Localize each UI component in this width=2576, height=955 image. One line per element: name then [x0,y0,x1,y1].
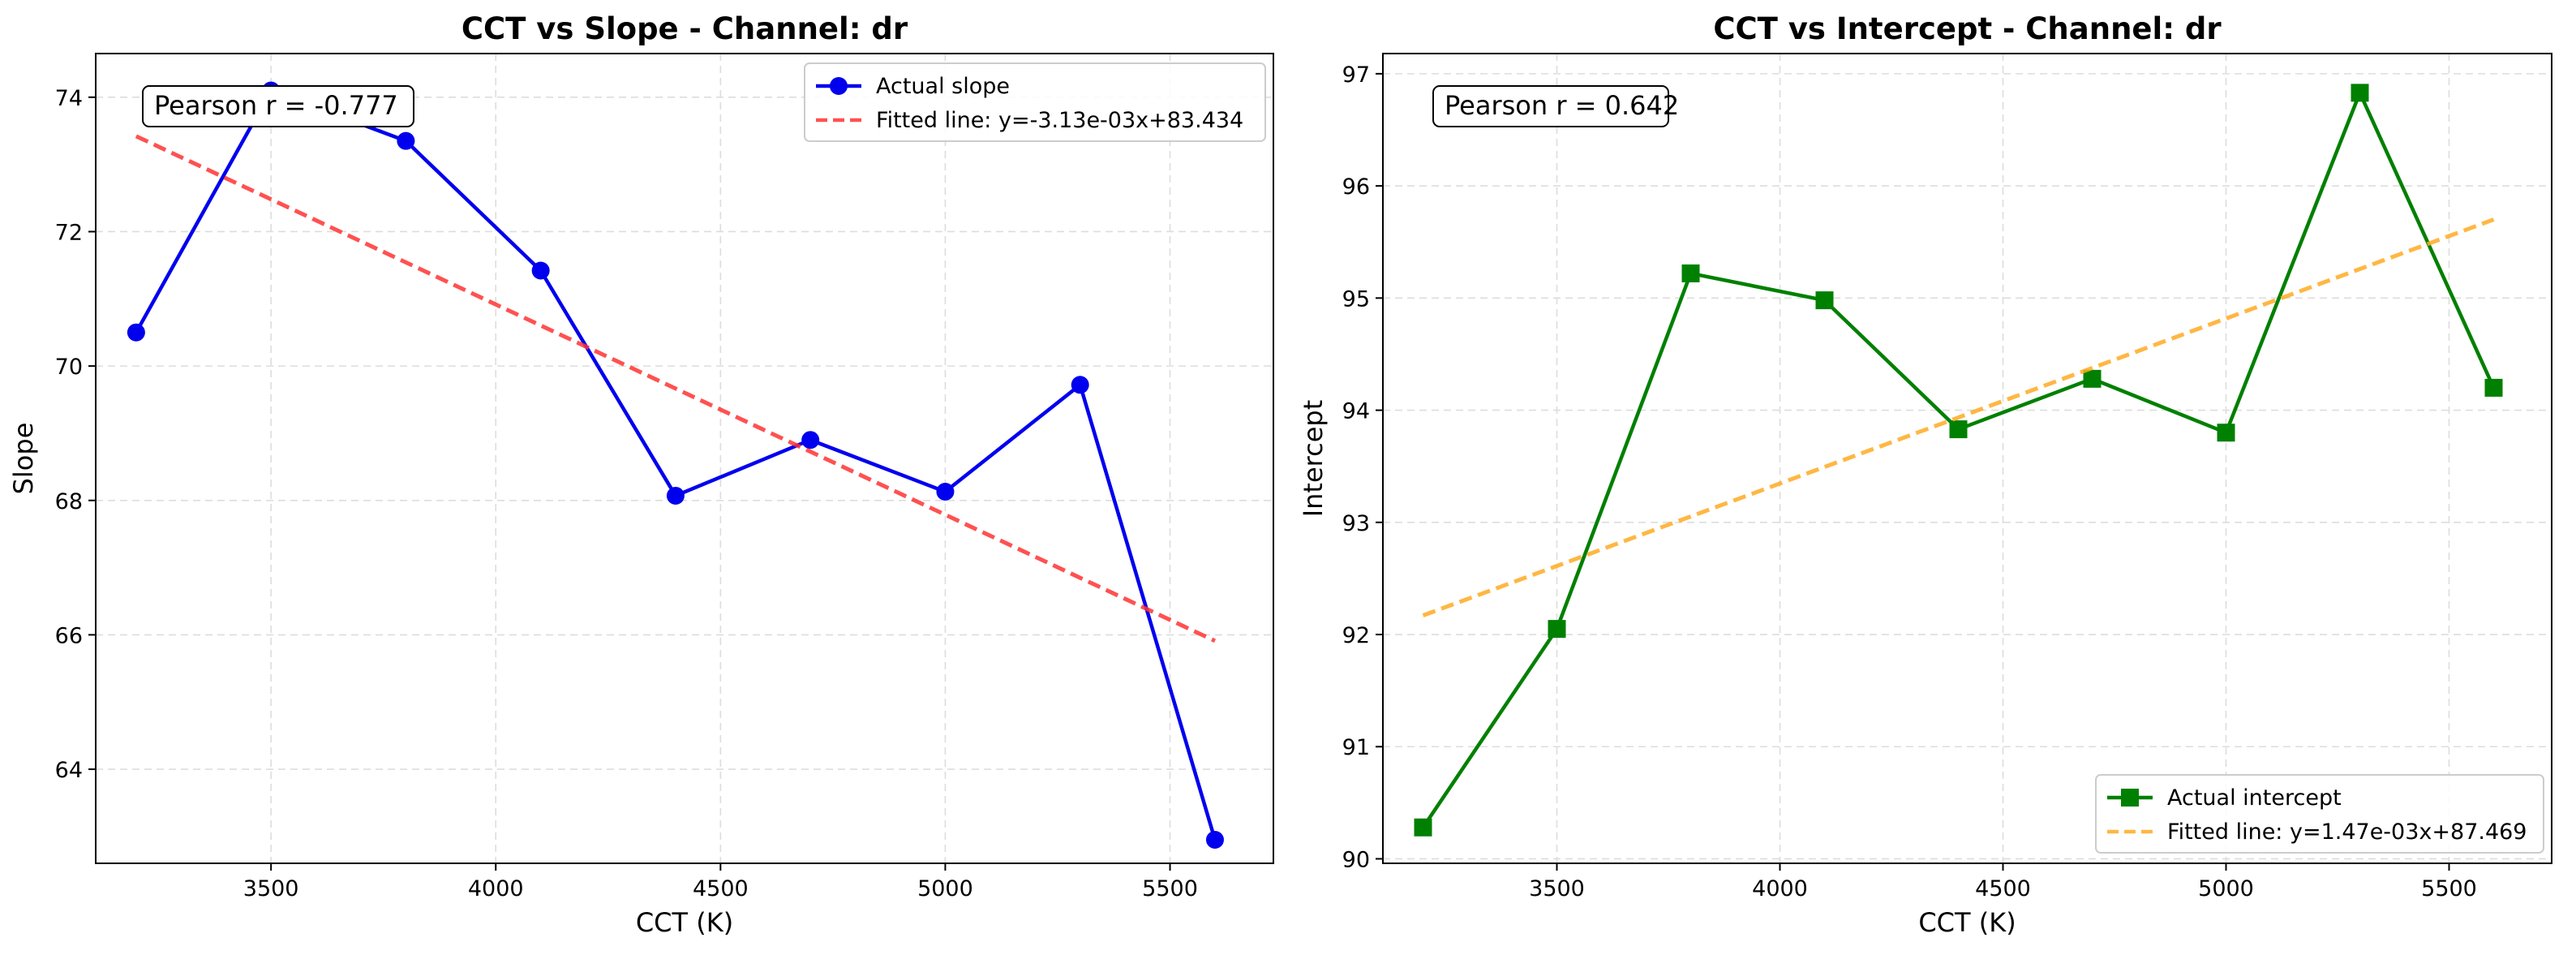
series-line [1421,91,2496,829]
x-tick-label: 5000 [2198,876,2254,901]
x-axis-label: CCT (K) [1918,907,2016,938]
legend-label: Actual slope [876,74,1010,99]
legend-label: Actual intercept [2167,785,2342,811]
data-point [1949,420,1968,439]
data-point [1681,264,1700,282]
y-axis-label: Intercept [1298,400,1329,518]
series-line [134,88,1217,841]
y-tick-label: 91 [1342,735,1370,760]
y-axis-label: Slope [8,423,39,495]
data-point [1414,818,1432,837]
data-point [1205,831,1224,850]
y-tick-label: 95 [1342,286,1370,312]
data-point [1071,376,1089,394]
x-tick-label: 4500 [1975,876,2031,901]
y-tick-label: 70 [55,355,83,380]
data-point [1815,291,1834,310]
data-point [2083,369,2102,388]
y-tick-label: 74 [55,86,83,111]
plot-frame [1382,53,2552,864]
y-tick-label: 64 [55,758,83,783]
data-point [127,323,145,342]
y-tick-label: 93 [1342,511,1370,536]
chart-1: 3500 4000 4500 5000 5500 64 66 68 70 72 74 CCT vs S… [8,11,1274,938]
fitted-line [135,134,1217,643]
data-point [1548,620,1566,639]
pearson-annotation: Pearson r = -0.777 [154,90,398,121]
y-tick-label: 96 [1342,174,1370,200]
plot-frame [95,53,1274,864]
data-point [2217,424,2235,442]
data-point [801,431,820,450]
legend-marker [830,77,848,95]
annotation-box [142,85,414,127]
legend-label: Fitted line: y=-3.13e-03x+83.434 [876,108,1243,133]
x-tick-label: 5000 [917,876,973,901]
y-tick-label: 92 [1342,623,1370,648]
y-tick-label: 97 [1342,62,1370,88]
y-tick-label: 68 [55,489,83,514]
chart-2: 3500 4000 4500 5000 5500 90 91 92 93 94 95 96 97 CCT … [1298,11,2552,938]
y-tick-label: 66 [55,623,83,648]
legend-box [804,62,1266,142]
y-tick-label: 94 [1342,399,1370,424]
data-point [936,482,955,501]
x-axis-label: CCT (K) [636,907,733,938]
chart-title: CCT vs Intercept - Channel: dr [1713,11,2222,46]
fitted-line [1422,217,2495,617]
legend-label: Fitted line: y=1.47e-03x+87.469 [2167,819,2527,845]
x-tick-label: 3500 [243,876,299,901]
y-tick-label: 90 [1342,847,1370,872]
x-tick-label: 3500 [1529,876,1585,901]
data-point [2351,84,2369,102]
x-tick-label: 5500 [1142,876,1198,901]
x-tick-label: 5500 [2421,876,2477,901]
x-tick-label: 4500 [693,876,749,901]
legend-marker [2121,789,2139,807]
data-point [531,261,550,280]
x-tick-label: 4000 [468,876,524,901]
data-point [397,131,415,150]
chart-title: CCT vs Slope - Channel: dr [462,11,908,46]
data-point [666,486,685,505]
data-point [2484,378,2503,397]
x-tick-label: 4000 [1752,876,1808,901]
pearson-annotation: Pearson r = 0.642 [1445,90,1679,121]
legend-box [2095,774,2544,854]
y-tick-label: 72 [55,220,83,245]
annotation-box [1432,85,1669,127]
